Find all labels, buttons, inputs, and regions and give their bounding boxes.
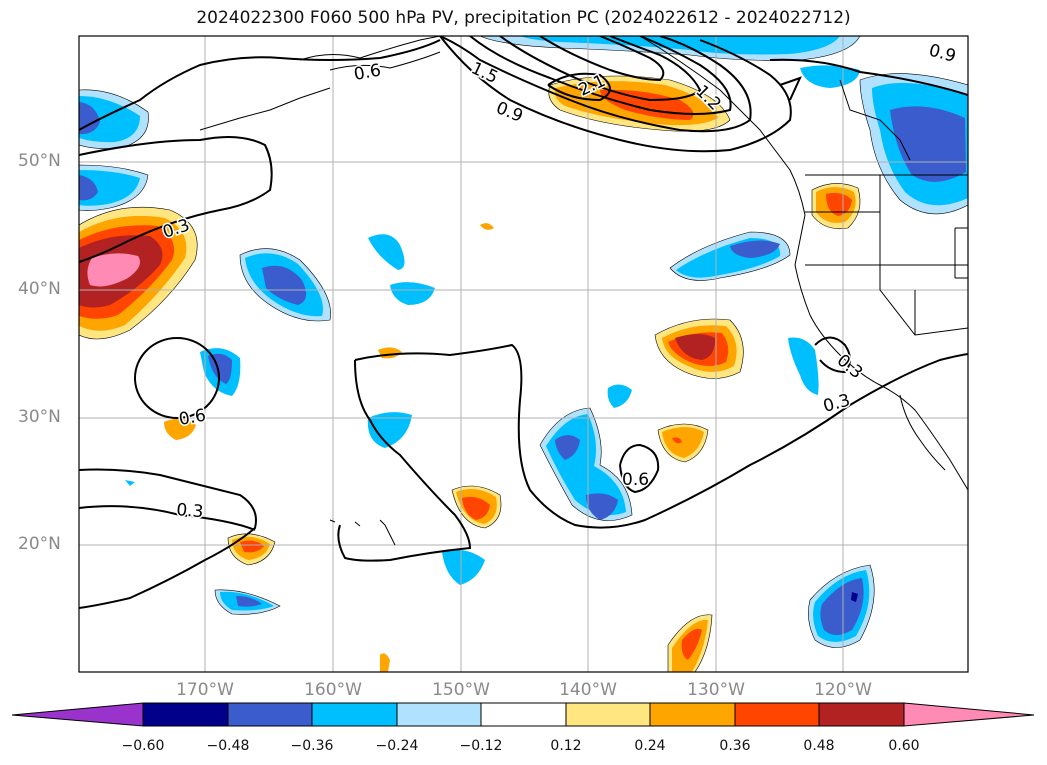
colorbar-label: 0.60: [888, 738, 920, 754]
colorbar-segment: [311, 702, 398, 727]
colorbar-label: 0.48: [803, 738, 835, 754]
negative-anomaly-151w-18n: [442, 549, 485, 585]
lon-label: 120°W: [814, 680, 872, 700]
colorbar-label: −0.12: [459, 738, 503, 754]
negative-anomaly-155w-43n: [368, 234, 405, 270]
positive-anomaly-oregon: [811, 183, 861, 229]
positive-anomaly-130w-35n: [654, 318, 744, 379]
lat-label: 20°N: [18, 534, 61, 554]
colorbar-label: 0.12: [550, 738, 582, 754]
colorbar-label: −0.24: [375, 738, 419, 754]
map-frame: [78, 35, 969, 673]
colorbar-extend-high: [903, 702, 1035, 727]
positive-anomaly-170w-29n: [164, 418, 196, 440]
coastlines: [199, 36, 968, 546]
negative-anomaly-138w-32n: [607, 384, 632, 408]
lon-label: 170°W: [176, 680, 234, 700]
colorbar: [11, 702, 1035, 727]
negative-anomaly-165w-40n: [239, 248, 331, 322]
colorbar-segment: [818, 702, 905, 727]
negative-anomaly-165w-15n: [214, 589, 281, 615]
negative-anomaly-155w-29n: [367, 412, 412, 448]
colorbar-segment: [396, 702, 482, 727]
positive-anomaly-north-pacific: [548, 75, 731, 132]
colorbar-segment: [480, 702, 567, 727]
contour-label: 0.6: [622, 470, 649, 490]
lon-label: 130°W: [687, 680, 745, 700]
colorbar-label: 0.24: [634, 738, 666, 754]
lon-label: 160°W: [304, 680, 362, 700]
lon-label: 140°W: [559, 680, 617, 700]
colorbar-segment: [734, 702, 820, 727]
colorbar-segment: [142, 702, 229, 727]
map-title: 2024022300 F060 500 hPa PV, precipitatio…: [196, 8, 851, 28]
lat-label: 40°N: [18, 279, 61, 299]
positive-anomaly-132w-12n: [667, 614, 713, 672]
lon-label: 150°W: [432, 680, 490, 700]
colorbar-label: 0.36: [719, 738, 751, 754]
negative-anomaly-172w-25n: [125, 480, 135, 486]
pv-contours: [79, 36, 968, 609]
negative-anomaly-124w-35n: [788, 337, 819, 395]
negative-anomaly-168w-35n: [200, 348, 241, 396]
lat-label: 50°N: [18, 151, 61, 171]
colorbar-segment: [565, 702, 651, 727]
positive-anomaly-155w-11n: [380, 653, 390, 672]
colorbar-extend-low: [11, 702, 144, 727]
negative-anomaly-120w-15n: [808, 564, 875, 648]
contour-label: 0.3: [176, 500, 205, 522]
colorbar-label: −0.36: [290, 738, 334, 754]
positive-anomaly-150w-45n: [480, 223, 494, 230]
colorbar-label: −0.60: [121, 738, 165, 754]
colorbar-segment: [649, 702, 736, 727]
positive-anomaly-166w-20n: [227, 533, 276, 566]
negative-anomaly-140w-40n: [669, 231, 791, 281]
lat-label: 30°N: [18, 407, 61, 427]
negative-anomaly-140w-27n: [539, 407, 633, 521]
positive-anomaly-133w-28n: [657, 423, 709, 463]
colorbar-label: −0.48: [206, 738, 250, 754]
precip-shading: [79, 36, 968, 672]
negative-anomaly-152w-39n: [390, 282, 435, 305]
positive-anomaly-150w-22n: [451, 485, 502, 529]
colorbar-segment: [227, 702, 313, 727]
